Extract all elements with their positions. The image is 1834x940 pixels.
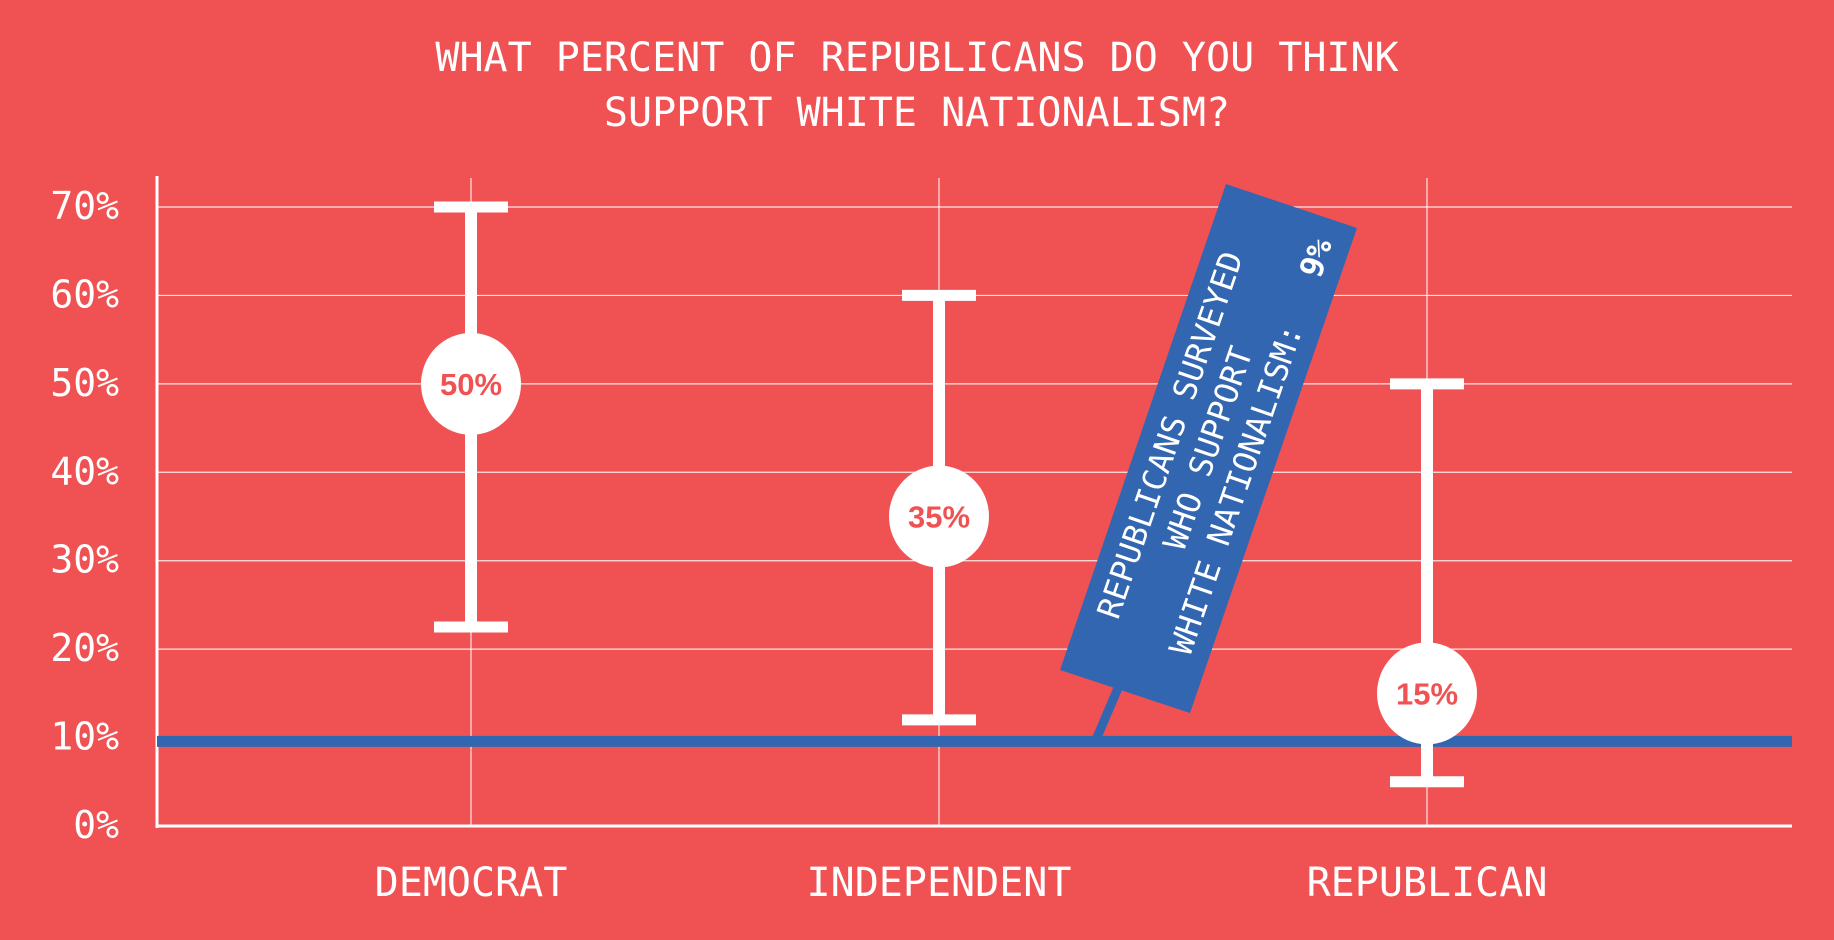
y-tick-label: 50% [50,361,119,405]
error-bars: 50% 35% 15% [421,201,1477,788]
y-tick-label: 0% [73,803,119,847]
error-bar-republican: 15% [1377,378,1477,788]
axes: 0% 10% 20% 30% 40% 50% 60% 70% DEMOCRAT INDEPENDE… [50,176,1792,906]
x-category-label: REPUBLICAN [1307,860,1548,906]
y-tick-label: 40% [50,449,119,493]
y-tick-label: 10% [50,715,119,759]
sign-stick [1090,686,1123,744]
x-category-label: DEMOCRAT [375,860,568,906]
error-bar-democrat: 50% [421,201,521,633]
y-tick-label: 30% [50,538,119,582]
sign-board [1060,184,1357,713]
data-label: 15% [1396,676,1458,711]
estimate-point [1377,642,1477,745]
x-category-label: INDEPENDENT [807,860,1072,906]
error-bar-independent: 35% [889,289,989,726]
estimate-point [421,332,521,435]
data-label: 35% [908,500,970,535]
y-tick-label: 70% [50,184,119,228]
chart-title-line-2: SUPPORT WHITE NATIONALISM? [604,90,1230,136]
chart-title-line-1: WHAT PERCENT OF REPUBLICANS DO YOU THINK [435,35,1398,81]
data-label: 50% [440,367,502,402]
y-tick-label: 20% [50,626,119,670]
y-tick-label: 60% [50,272,119,316]
estimate-point [889,465,989,568]
